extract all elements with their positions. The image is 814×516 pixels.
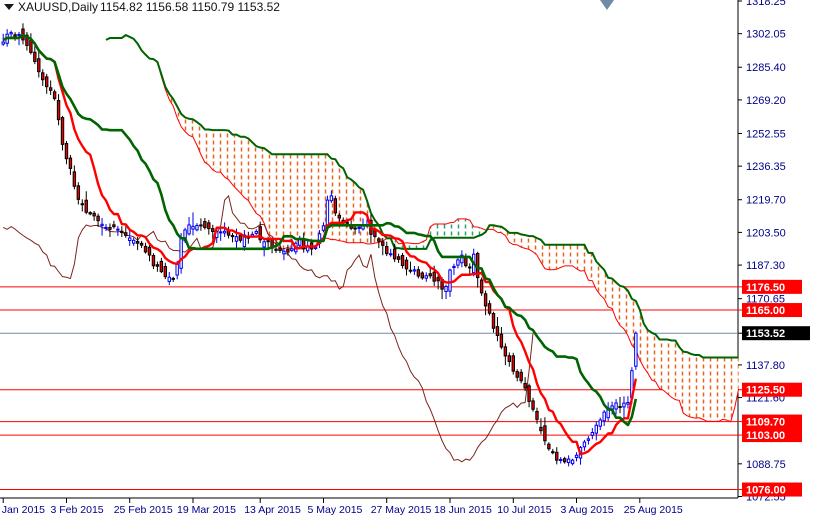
svg-text:1187.30: 1187.30 — [746, 260, 785, 272]
svg-text:1176.50: 1176.50 — [746, 282, 785, 294]
svg-text:1285.40: 1285.40 — [746, 62, 786, 74]
svg-text:25 Feb 2015: 25 Feb 2015 — [114, 504, 173, 516]
svg-text:1109.70: 1109.70 — [746, 417, 785, 429]
svg-text:1125.50: 1125.50 — [746, 385, 785, 397]
svg-text:1203.50: 1203.50 — [746, 227, 786, 239]
svg-text:5 May 2015: 5 May 2015 — [308, 504, 363, 516]
svg-text:1252.55: 1252.55 — [746, 128, 786, 140]
svg-text:1154.82 1156.58 1150.79 1153.5: 1154.82 1156.58 1150.79 1153.52 — [100, 0, 280, 14]
svg-text:1269.20: 1269.20 — [746, 95, 786, 107]
svg-text:1236.35: 1236.35 — [746, 161, 786, 173]
svg-text:1302.05: 1302.05 — [746, 29, 786, 41]
svg-text:13 Apr 2015: 13 Apr 2015 — [244, 504, 301, 516]
svg-text:1088.75: 1088.75 — [746, 459, 786, 471]
svg-text:18 Jun 2015: 18 Jun 2015 — [434, 504, 492, 516]
svg-text:1165.00: 1165.00 — [746, 305, 785, 317]
svg-text:3 Aug 2015: 3 Aug 2015 — [561, 504, 614, 516]
svg-text:1137.80: 1137.80 — [746, 360, 785, 372]
svg-text:1318.25: 1318.25 — [746, 0, 786, 8]
svg-text:19 Mar 2015: 19 Mar 2015 — [177, 504, 236, 516]
svg-text:1153.52: 1153.52 — [746, 328, 785, 340]
svg-text:10 Jul 2015: 10 Jul 2015 — [497, 504, 551, 516]
svg-text:1103.00: 1103.00 — [746, 430, 785, 442]
svg-text:25 Aug 2015: 25 Aug 2015 — [624, 504, 683, 516]
svg-text:1219.70: 1219.70 — [746, 195, 786, 207]
svg-text:12 Jan 2015: 12 Jan 2015 — [0, 504, 45, 516]
svg-text:27 May 2015: 27 May 2015 — [371, 504, 432, 516]
svg-text:XAUUSD,Daily: XAUUSD,Daily — [18, 0, 98, 14]
svg-text:1076.00: 1076.00 — [746, 485, 786, 497]
svg-text:3 Feb 2015: 3 Feb 2015 — [51, 504, 104, 516]
